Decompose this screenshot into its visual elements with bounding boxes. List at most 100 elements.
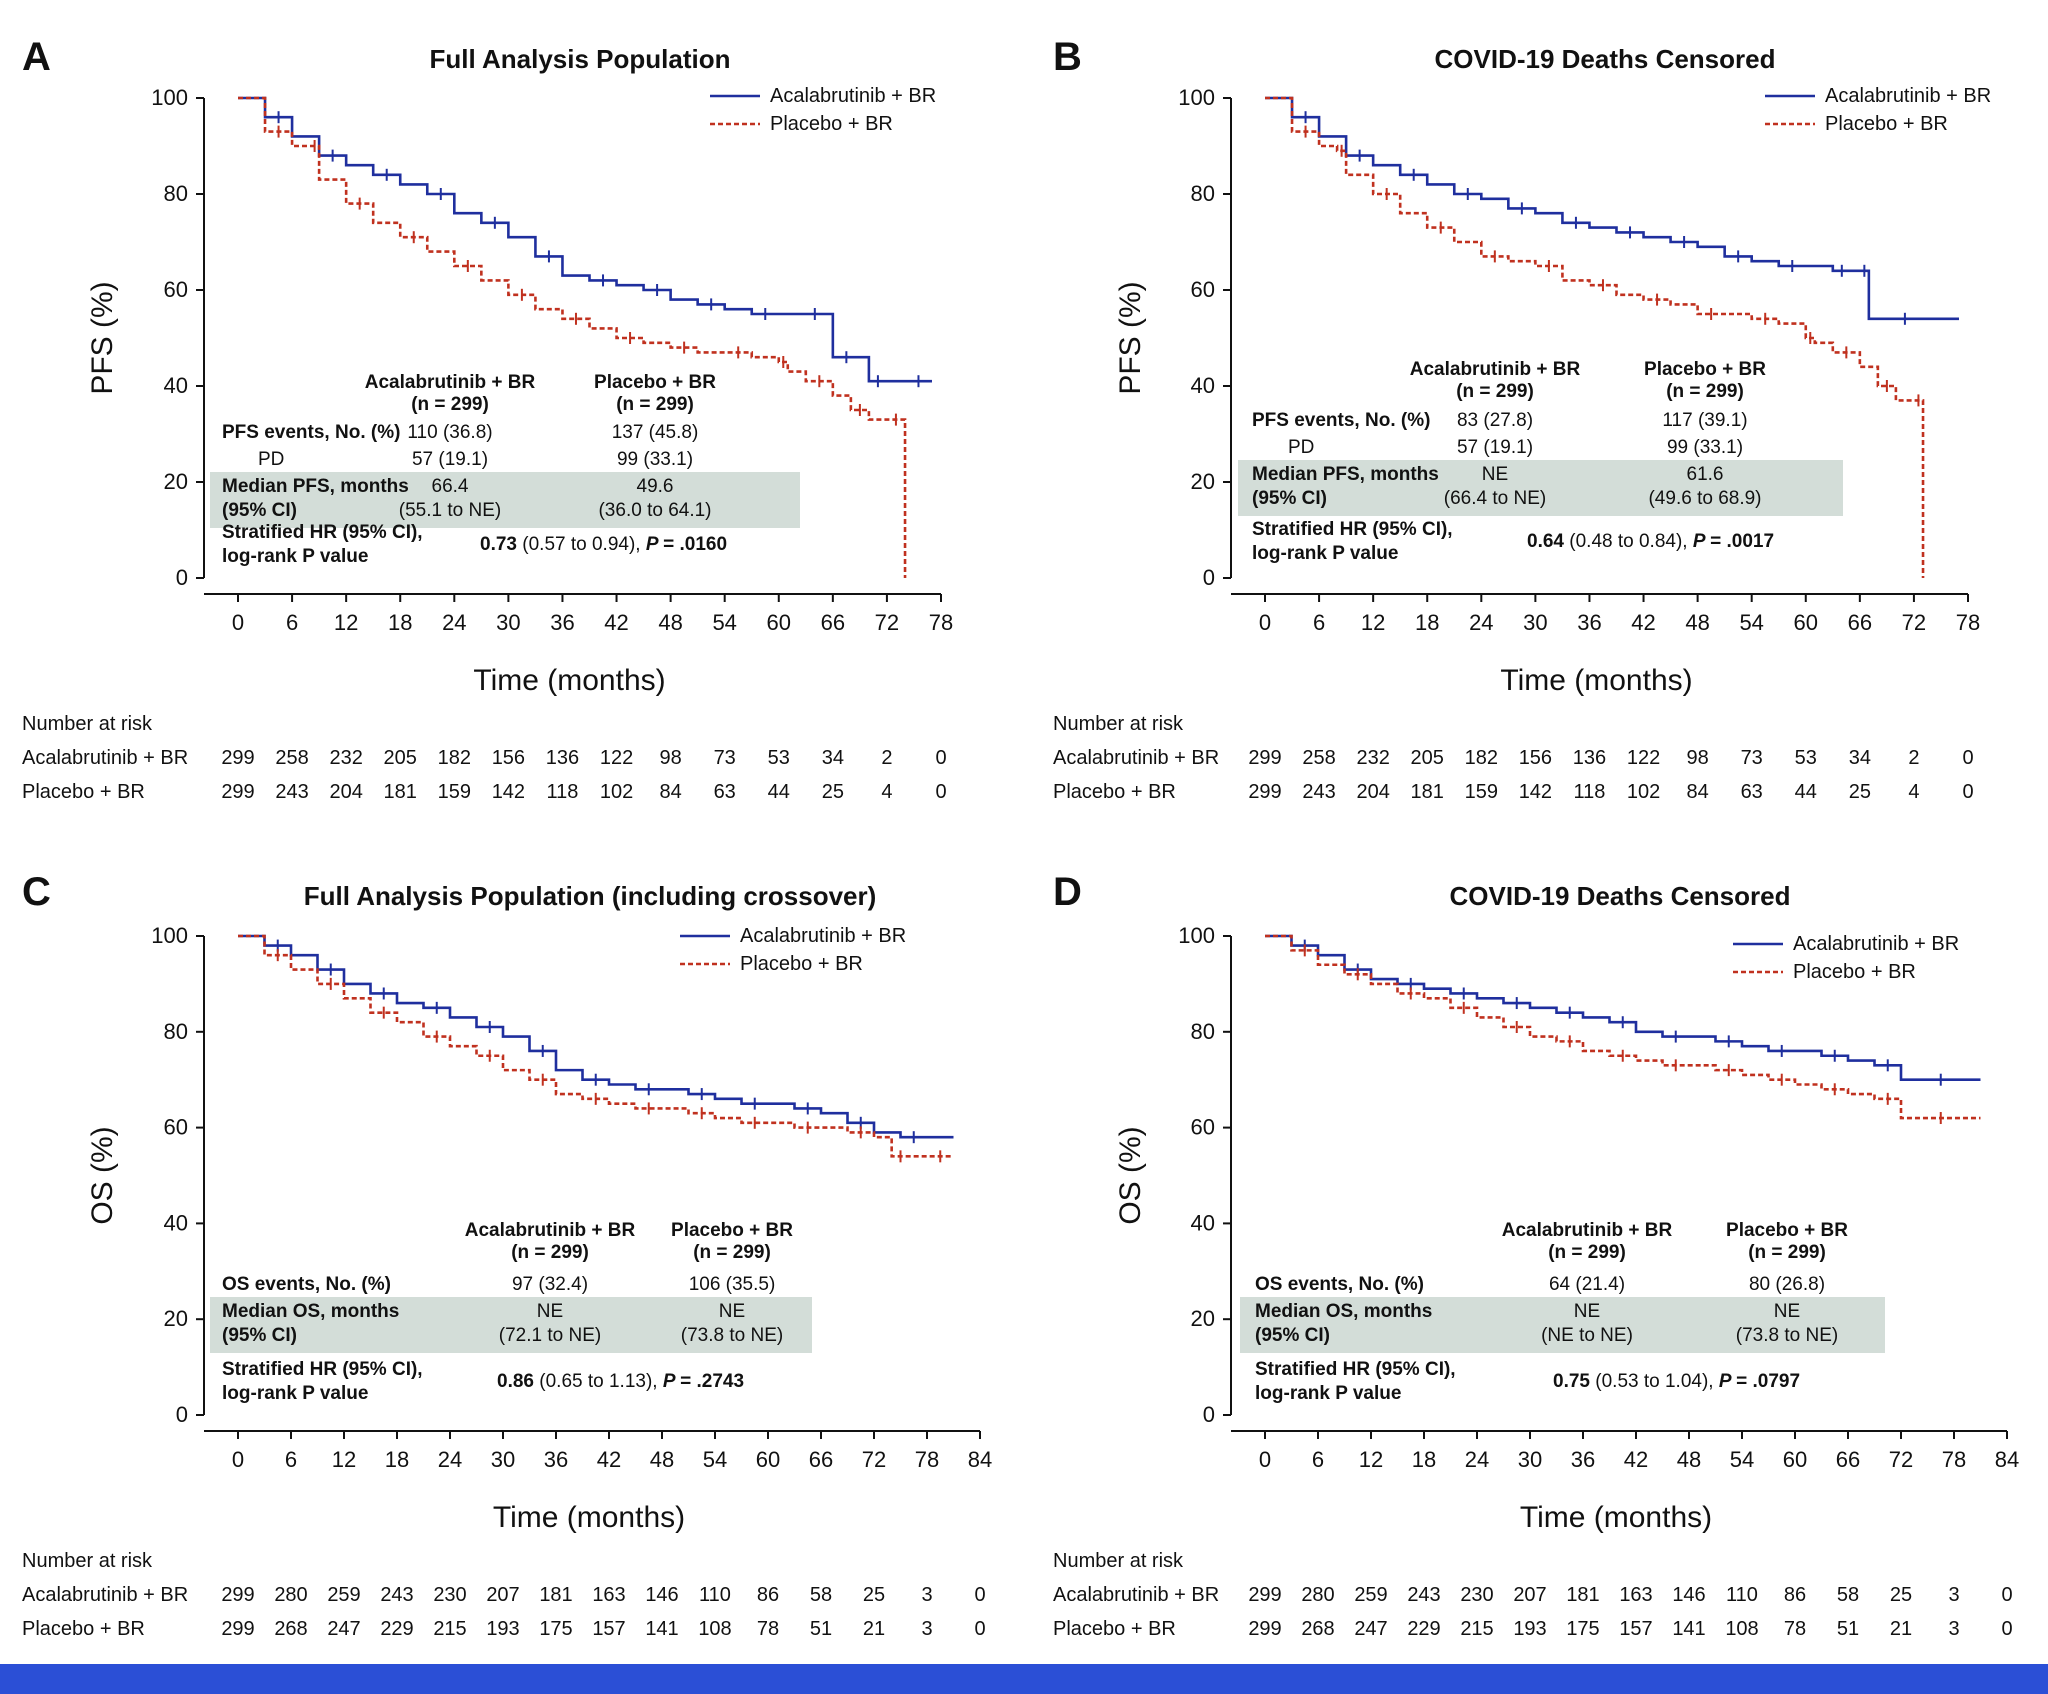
- table-cell-acala: 66.4: [432, 476, 469, 497]
- chart-title: Full Analysis Population: [430, 44, 731, 74]
- table-header-acala-n: (n = 299): [511, 1242, 589, 1263]
- table-cell-acala: (NE to NE): [1541, 1325, 1633, 1346]
- risk-count: 136: [1573, 747, 1606, 769]
- y-tick-label: 80: [164, 181, 188, 206]
- risk-count: 204: [1356, 781, 1389, 803]
- risk-count: 2: [881, 747, 892, 769]
- panel-letter: B: [1053, 35, 1082, 79]
- table-cell-acala: NE: [1574, 1301, 1600, 1322]
- risk-count: 0: [935, 781, 946, 803]
- y-tick-label: 40: [1191, 1210, 1215, 1235]
- stats-table: Acalabrutinib + BR(n = 299)Placebo + BR(…: [210, 1220, 812, 1404]
- risk-count: 3: [921, 1584, 932, 1606]
- table-cell-placebo: (36.0 to 64.1): [598, 500, 711, 521]
- risk-count: 156: [492, 747, 525, 769]
- risk-count: 58: [1837, 1584, 1859, 1606]
- x-tick-label: 30: [1518, 1447, 1542, 1472]
- risk-count: 299: [1248, 747, 1281, 769]
- risk-header: Number at risk: [22, 1550, 153, 1572]
- y-tick-label: 0: [1203, 565, 1215, 590]
- hr-estimate: 0.75: [1553, 1371, 1595, 1392]
- table-cell-acala: 83 (27.8): [1457, 410, 1533, 431]
- y-tick-label: 80: [1191, 1019, 1215, 1044]
- table-cell-acala: (72.1 to NE): [499, 1325, 601, 1346]
- table-cell-placebo: NE: [719, 1301, 745, 1322]
- legend-label: Acalabrutinib + BR: [1793, 933, 1959, 955]
- y-tick-label: 20: [164, 469, 188, 494]
- risk-count: 232: [329, 747, 362, 769]
- risk-count: 243: [380, 1584, 413, 1606]
- risk-count: 159: [438, 781, 471, 803]
- risk-count: 141: [1672, 1618, 1705, 1640]
- y-tick-label: 0: [176, 565, 188, 590]
- x-tick-label: 30: [491, 1447, 515, 1472]
- risk-count: 3: [1948, 1618, 1959, 1640]
- bottom-color-bar: [0, 1664, 2048, 1694]
- risk-count: 259: [1354, 1584, 1387, 1606]
- x-tick-label: 54: [1739, 610, 1763, 635]
- table-row-label: OS events, No. (%): [1255, 1274, 1424, 1295]
- hr-label: log-rank P value: [1255, 1383, 1401, 1404]
- risk-count: 163: [592, 1584, 625, 1606]
- x-tick-label: 18: [1412, 1447, 1436, 1472]
- risk-header: Number at risk: [1053, 713, 1184, 735]
- hr-value: 0.75 (0.53 to 1.04), P = .0797: [1553, 1371, 1800, 1392]
- risk-count: 247: [327, 1618, 360, 1640]
- y-tick-label: 60: [164, 1115, 188, 1140]
- x-tick-label: 48: [650, 1447, 674, 1472]
- risk-count: 232: [1356, 747, 1389, 769]
- risk-count: 157: [592, 1618, 625, 1640]
- x-tick-label: 72: [1889, 1447, 1913, 1472]
- risk-row-label: Placebo + BR: [1053, 781, 1176, 803]
- risk-row-label: Acalabrutinib + BR: [22, 1584, 188, 1606]
- risk-count: 280: [274, 1584, 307, 1606]
- x-axis-label: Time (months): [473, 664, 665, 697]
- hr-label: Stratified HR (95% CI),: [1252, 519, 1453, 540]
- risk-row-label: Acalabrutinib + BR: [22, 747, 188, 769]
- p-label: P: [1693, 531, 1710, 552]
- x-tick-label: 54: [1730, 1447, 1754, 1472]
- x-tick-label: 66: [1836, 1447, 1860, 1472]
- risk-count: 207: [486, 1584, 519, 1606]
- risk-count: 299: [221, 781, 254, 803]
- legend-label: Acalabrutinib + BR: [770, 85, 936, 107]
- risk-count: 98: [659, 747, 681, 769]
- risk-count: 230: [433, 1584, 466, 1606]
- risk-count: 280: [1301, 1584, 1334, 1606]
- y-tick-label: 60: [1191, 277, 1215, 302]
- risk-count: 44: [768, 781, 790, 803]
- x-tick-label: 12: [334, 610, 358, 635]
- x-tick-label: 36: [1577, 610, 1601, 635]
- x-tick-label: 48: [1685, 610, 1709, 635]
- x-axis-label: Time (months): [1500, 664, 1692, 697]
- y-tick-label: 20: [1191, 469, 1215, 494]
- table-header-placebo: Placebo + BR: [1726, 1220, 1848, 1241]
- panel-letter: D: [1053, 870, 1082, 914]
- p-value: = .0017: [1710, 531, 1774, 552]
- y-tick-label: 40: [164, 1210, 188, 1235]
- table-shaded-row: [210, 472, 800, 528]
- panel-b: B COVID-19 Deaths Censored020406080100PFS…: [1053, 35, 1991, 803]
- risk-count: 3: [1948, 1584, 1959, 1606]
- legend: Acalabrutinib + BR Placebo + BR: [710, 85, 936, 135]
- table-cell-acala: NE: [537, 1301, 563, 1322]
- x-tick-label: 0: [232, 610, 244, 635]
- risk-count: 84: [1686, 781, 1708, 803]
- x-tick-label: 12: [1359, 1447, 1383, 1472]
- table-row-label: (95% CI): [1252, 488, 1327, 509]
- risk-count: 156: [1519, 747, 1552, 769]
- risk-count: 268: [1301, 1618, 1334, 1640]
- risk-count: 122: [600, 747, 633, 769]
- risk-count: 86: [757, 1584, 779, 1606]
- table-header-acala: Acalabrutinib + BR: [465, 1220, 636, 1241]
- table-row-label: Median OS, months: [1255, 1301, 1432, 1322]
- x-tick-label: 48: [658, 610, 682, 635]
- risk-count: 0: [1962, 747, 1973, 769]
- hr-label: Stratified HR (95% CI),: [1255, 1359, 1456, 1380]
- hr-estimate: 0.64: [1527, 531, 1569, 552]
- table-header-acala-n: (n = 299): [411, 394, 489, 415]
- risk-count: 181: [1411, 781, 1444, 803]
- x-tick-label: 66: [1848, 610, 1872, 635]
- table-row-label: (95% CI): [1255, 1325, 1330, 1346]
